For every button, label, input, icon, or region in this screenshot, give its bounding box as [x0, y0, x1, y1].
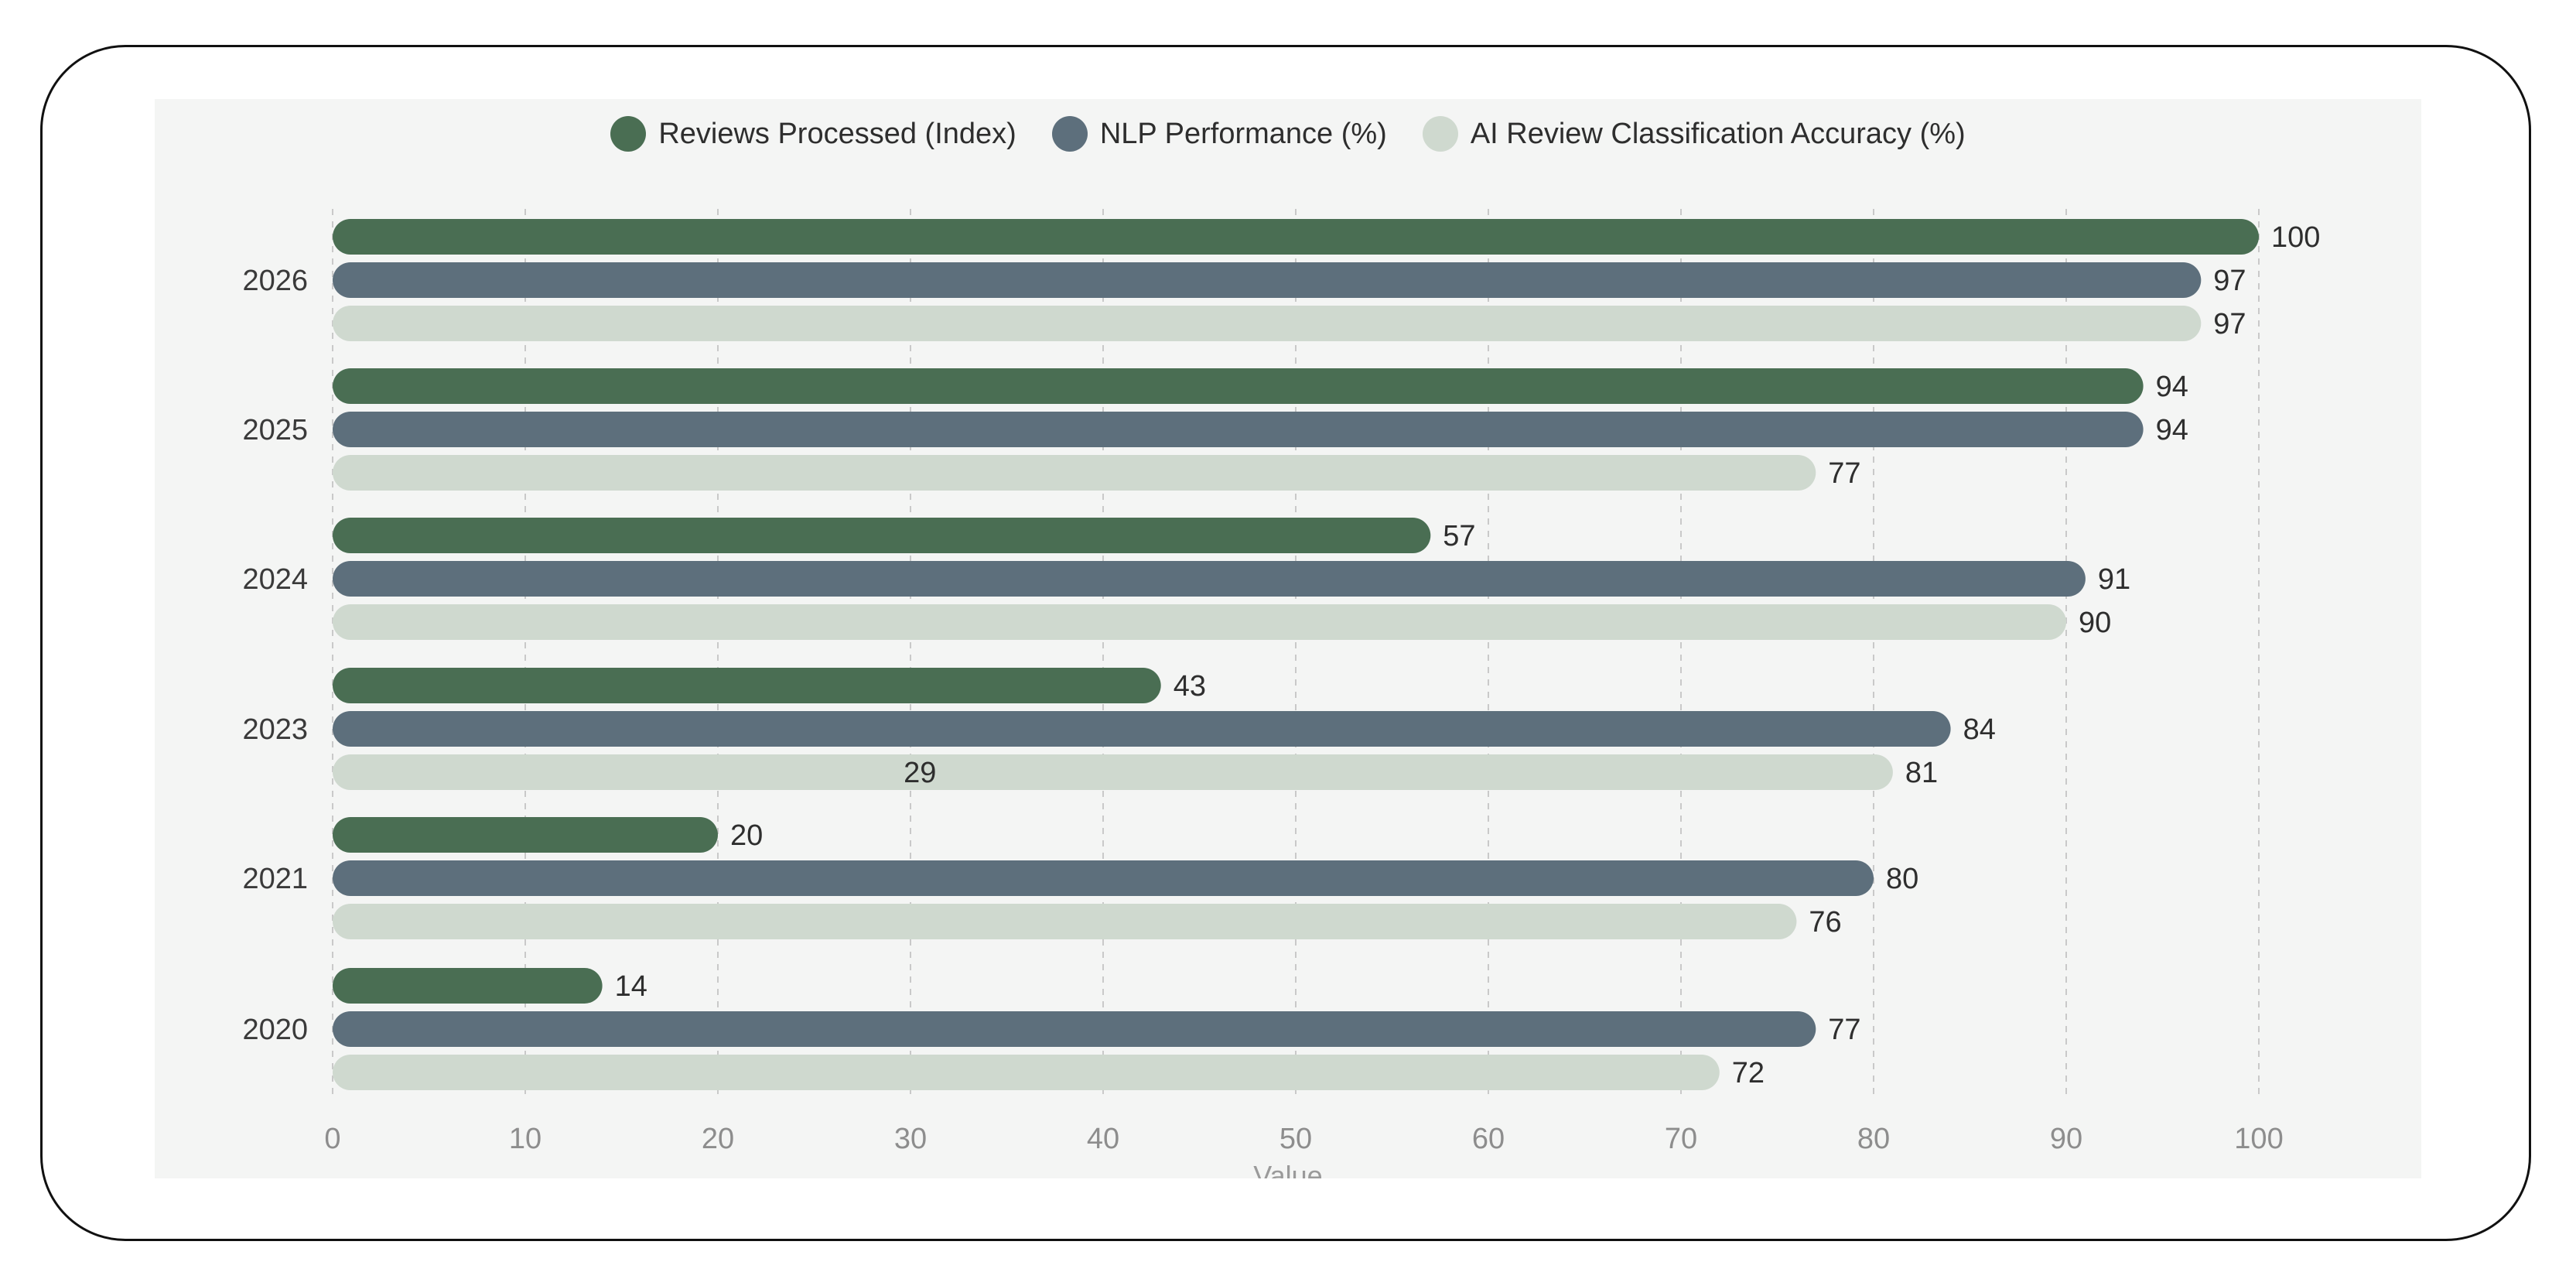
legend-item-ai-accuracy: AI Review Classification Accuracy (%)	[1422, 116, 1966, 152]
y-category-label: 2026	[242, 265, 308, 297]
bar	[333, 968, 603, 1004]
bar-value-label: 20	[730, 819, 763, 852]
legend-item-reviews-processed: Reviews Processed (Index)	[610, 116, 1016, 152]
bar	[333, 412, 2144, 447]
x-tick-label: 40	[1087, 1123, 1119, 1155]
legend-label-reviews-processed: Reviews Processed (Index)	[658, 117, 1016, 150]
x-tick-label: 10	[509, 1123, 542, 1155]
bar-value-label: 77	[1828, 1014, 1860, 1046]
bar	[333, 1055, 1720, 1090]
legend-label-nlp-performance: NLP Performance (%)	[1099, 117, 1387, 150]
y-category-label: 2020	[242, 1014, 308, 1046]
bar	[333, 561, 2086, 597]
bar-value-label: 81	[1905, 757, 1938, 789]
x-tick-label: 70	[1665, 1123, 1697, 1155]
y-category-label: 2023	[242, 713, 308, 746]
legend-label-ai-accuracy: AI Review Classification Accuracy (%)	[1470, 117, 1966, 150]
legend-item-nlp-performance: NLP Performance (%)	[1051, 116, 1387, 152]
bar-value-label: 97	[2213, 308, 2246, 340]
bar	[333, 455, 1816, 491]
legend-swatch-reviews-processed	[610, 116, 647, 152]
bar-value-label: 57	[1443, 520, 1475, 552]
x-tick-label: 50	[1279, 1123, 1312, 1155]
x-tick-label: 30	[894, 1123, 927, 1155]
bar-value-label: 97	[2213, 265, 2246, 297]
bar	[333, 518, 1431, 553]
bar-value-label: 80	[1886, 863, 1918, 895]
x-tick-label: 80	[1857, 1123, 1890, 1155]
bar	[333, 668, 1161, 703]
extra-value-label: 29	[904, 757, 936, 789]
bar	[333, 754, 1893, 790]
x-axis-title: Value	[1253, 1160, 1323, 1178]
bar	[333, 904, 1797, 939]
x-tick-label: 60	[1472, 1123, 1505, 1155]
bar	[333, 368, 2144, 404]
bar	[333, 604, 2066, 640]
x-tick-label: 20	[702, 1123, 734, 1155]
bar	[333, 711, 1951, 747]
bar-value-label: 100	[2271, 221, 2320, 254]
y-category-label: 2025	[242, 414, 308, 446]
x-tick-label: 100	[2234, 1123, 2283, 1155]
bar	[333, 860, 1874, 896]
bar-value-label: 72	[1732, 1057, 1765, 1089]
legend-swatch-nlp-performance	[1051, 116, 1088, 152]
bar	[333, 262, 2202, 298]
bar-value-label: 76	[1809, 906, 1841, 939]
bar-value-label: 90	[2079, 607, 2111, 639]
x-tick-label: 0	[324, 1123, 340, 1155]
bar-value-label: 94	[2156, 414, 2188, 446]
legend-swatch-ai-accuracy	[1422, 116, 1458, 152]
bar	[333, 817, 718, 853]
bar	[333, 1011, 1816, 1047]
bar	[333, 219, 2259, 255]
bar-value-label: 77	[1828, 457, 1860, 490]
bar-value-label: 91	[2098, 563, 2130, 596]
bar-value-label: 84	[1963, 713, 1996, 746]
legend: Reviews Processed (Index) NLP Performanc…	[0, 116, 2576, 152]
bar-value-label: 14	[615, 970, 647, 1003]
x-tick-label: 90	[2050, 1123, 2082, 1155]
bar	[333, 306, 2202, 341]
y-category-label: 2024	[242, 563, 308, 596]
y-category-label: 2021	[242, 863, 308, 895]
bar-value-label: 94	[2156, 371, 2188, 403]
bar-value-label: 43	[1174, 670, 1206, 703]
